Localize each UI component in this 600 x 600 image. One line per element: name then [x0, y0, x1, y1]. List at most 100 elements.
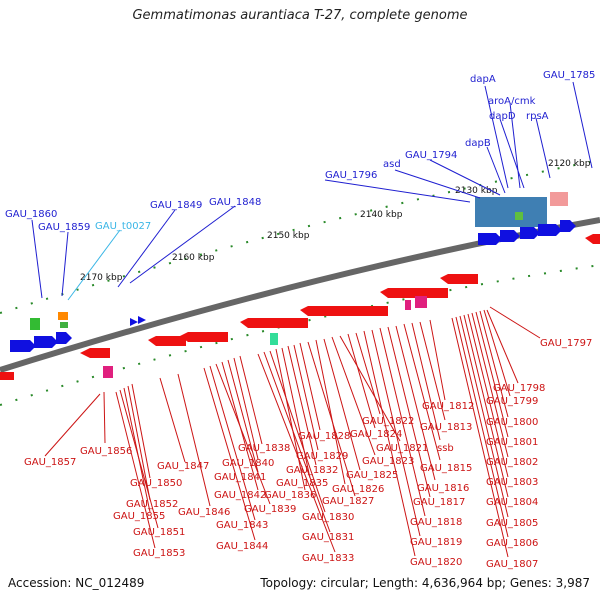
gene-arrow — [10, 316, 146, 352]
leader-line — [215, 363, 271, 505]
leader-line — [411, 322, 441, 441]
gene-label: GAU_1830 — [302, 512, 354, 523]
inner-track — [0, 264, 600, 406]
leader-line — [177, 373, 211, 507]
leader-line — [355, 332, 381, 415]
accession-text: Accession: NC_012489 — [8, 576, 145, 590]
leader-line — [131, 383, 151, 479]
gene-label: GAU_1813 — [420, 422, 472, 433]
gene-label: GAU_1846 — [178, 507, 230, 518]
kbp-label: 2120 kbp — [548, 159, 591, 169]
leader-line — [129, 205, 236, 284]
gene-label: GAU_1832 — [286, 465, 338, 476]
gene-label: GAU_1799 — [486, 396, 538, 407]
gene-label: GAU_t0027 — [95, 221, 151, 232]
leader-line — [499, 118, 525, 189]
leader-line — [293, 344, 319, 451]
gene-label: GAU_1853 — [133, 548, 185, 559]
gene-label: GAU_1833 — [302, 553, 354, 564]
gene-label: GAU_1823 — [362, 456, 414, 467]
gene-label: GAU_1848 — [209, 197, 261, 208]
leader-line — [331, 336, 376, 456]
gene-label: GAU_1831 — [302, 532, 354, 543]
leader-line — [307, 341, 356, 497]
gene-label: GAU_1843 — [216, 520, 268, 531]
leader-line — [451, 317, 509, 558]
gene-label: GAU_1807 — [486, 559, 538, 570]
kbp-label: 2150 kbp — [267, 231, 310, 241]
gene-label: GAU_1859 — [38, 222, 90, 233]
gene-feature — [515, 212, 523, 220]
leader-line — [44, 393, 101, 457]
bottom-leaders — [44, 306, 541, 558]
leader-line — [403, 323, 441, 461]
leader-line — [463, 314, 509, 498]
leader-line — [471, 312, 509, 458]
gene-label: GAU_1819 — [410, 537, 462, 548]
top-leaders — [31, 81, 593, 299]
gene-label: dapA — [470, 74, 496, 85]
forward-genes — [10, 192, 576, 352]
gene-label: GAU_1818 — [410, 517, 462, 528]
leader-line — [115, 391, 156, 549]
leader-line — [535, 117, 551, 179]
gene-label: GAU_1822 — [362, 416, 414, 427]
gene-label: GAU_1860 — [5, 209, 57, 220]
gene-label: GAU_1838 — [238, 443, 290, 454]
gene-label: GAU_1842 — [214, 490, 266, 501]
gene-label: GAU_1812 — [422, 401, 474, 412]
leader-line — [119, 389, 159, 529]
reverse-genes — [0, 234, 600, 380]
gene-label: GAU_1835 — [276, 478, 328, 489]
gene-label: GAU_1804 — [486, 497, 538, 508]
leader-line — [103, 391, 106, 444]
gene-label: GAU_1815 — [420, 463, 472, 474]
leader-line — [486, 146, 506, 194]
leader-line — [117, 209, 176, 288]
gene-label: GAU_1797 — [540, 338, 592, 349]
leader-line — [61, 231, 69, 297]
leader-line — [315, 339, 346, 485]
leader-line — [509, 102, 521, 189]
gene-label: dapB — [465, 138, 491, 149]
gene-label: GAU_1824 — [350, 429, 402, 440]
gene-feature — [103, 366, 113, 378]
topology-text: Topology: circular; Length: 4,636,964 bp… — [260, 576, 590, 590]
gene-feature — [270, 333, 278, 345]
kbp-label: 2160 kbp — [172, 253, 215, 263]
gene-label: GAU_1801 — [486, 437, 538, 448]
leader-line — [281, 347, 311, 479]
leader-line — [455, 316, 509, 538]
gene-label: GAU_1852 — [126, 499, 178, 510]
gene-label: GAU_1785 — [543, 70, 595, 81]
leader-line — [324, 179, 471, 203]
gene-label: GAU_1817 — [413, 497, 465, 508]
gene-label: GAU_1794 — [405, 150, 457, 161]
gene-feature — [475, 197, 547, 227]
gene-label: GAU_1821 — [376, 443, 428, 454]
gene-label: GAU_1796 — [325, 170, 377, 181]
gene-label: GAU_1800 — [486, 417, 538, 428]
leader-line — [347, 333, 376, 429]
leader-line — [159, 377, 186, 463]
map-title: Gemmatimonas aurantiaca T-27, complete g… — [132, 8, 468, 23]
leader-line — [323, 338, 361, 471]
gene-label: GAU_1839 — [244, 504, 296, 515]
gene-feature — [58, 312, 68, 320]
genome-backbone — [0, 217, 600, 373]
leader-line — [429, 159, 501, 196]
gene-arrow — [0, 234, 600, 380]
gene-feature — [415, 296, 427, 308]
gene-label: GAU_1816 — [417, 483, 469, 494]
leader-line — [239, 355, 263, 445]
leader-line — [209, 365, 256, 521]
gene-label: aroA/cmk — [488, 96, 536, 107]
leader-line — [287, 345, 317, 466]
leader-line — [379, 327, 426, 517]
leader-line — [572, 81, 593, 169]
gene-label: GAU_1820 — [410, 557, 462, 568]
leader-line — [299, 342, 321, 431]
gene-label: GAU_1827 — [322, 496, 374, 507]
leader-line — [387, 326, 431, 498]
